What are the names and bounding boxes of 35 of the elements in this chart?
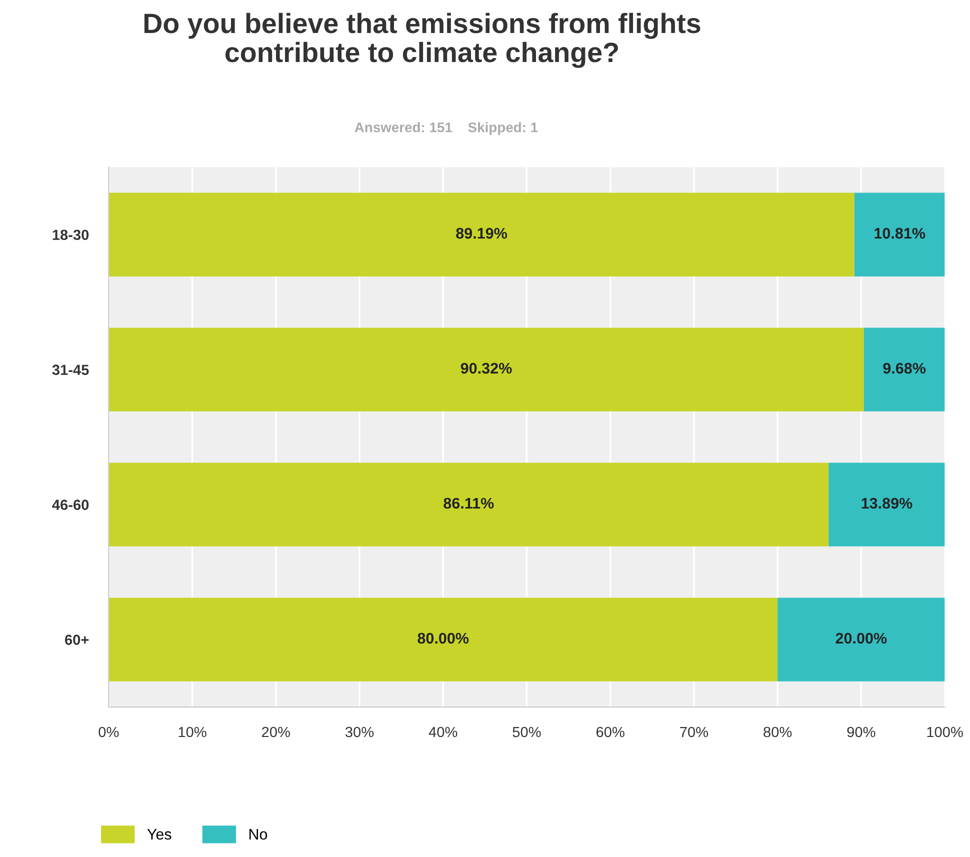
bar: [864, 328, 945, 412]
x-tick-label: 10%: [178, 726, 206, 738]
x-tick-label: 70%: [680, 726, 708, 738]
y-tick-label: 31-45: [52, 364, 89, 376]
data-label: 86.11%: [444, 498, 494, 509]
chart-subtitle: Answered: 151 Skipped: 1: [354, 122, 538, 136]
bar: [778, 598, 945, 682]
data-label: 80.00%: [418, 632, 469, 644]
data-label: 13.89%: [862, 498, 912, 509]
bar: [828, 462, 945, 546]
y-tick-label: 18-30: [52, 230, 89, 240]
bar: [108, 462, 829, 546]
x-tick-label: 20%: [262, 726, 290, 738]
data-label: 90.32%: [460, 362, 512, 374]
bar: [108, 598, 778, 682]
data-label: 9.68%: [883, 362, 926, 374]
legend-label: Yes: [147, 828, 172, 840]
chart-title: Do you believe that emissions from flights contribute to climate change?: [144, 12, 700, 68]
data-label: 20.00%: [836, 632, 887, 644]
data-label: 89.19%: [456, 228, 508, 239]
x-tick-label: 60%: [596, 726, 624, 738]
x-tick-label: 80%: [764, 726, 792, 738]
x-tick-label: 30%: [345, 726, 374, 738]
x-tick-label: 90%: [847, 726, 876, 738]
bar: [108, 192, 854, 276]
y-tick-label: 60+: [64, 634, 89, 645]
bar: [854, 192, 945, 276]
x-tick-label: 50%: [512, 726, 541, 738]
y-tick-label: 46-60: [52, 500, 89, 510]
bar: [108, 328, 864, 412]
data-label: 10.81%: [874, 228, 926, 239]
x-tick-label: 100%: [927, 726, 963, 738]
legend-label: No: [249, 828, 268, 840]
x-tick-label: 0%: [98, 726, 119, 738]
x-tick-label: 40%: [428, 726, 458, 738]
